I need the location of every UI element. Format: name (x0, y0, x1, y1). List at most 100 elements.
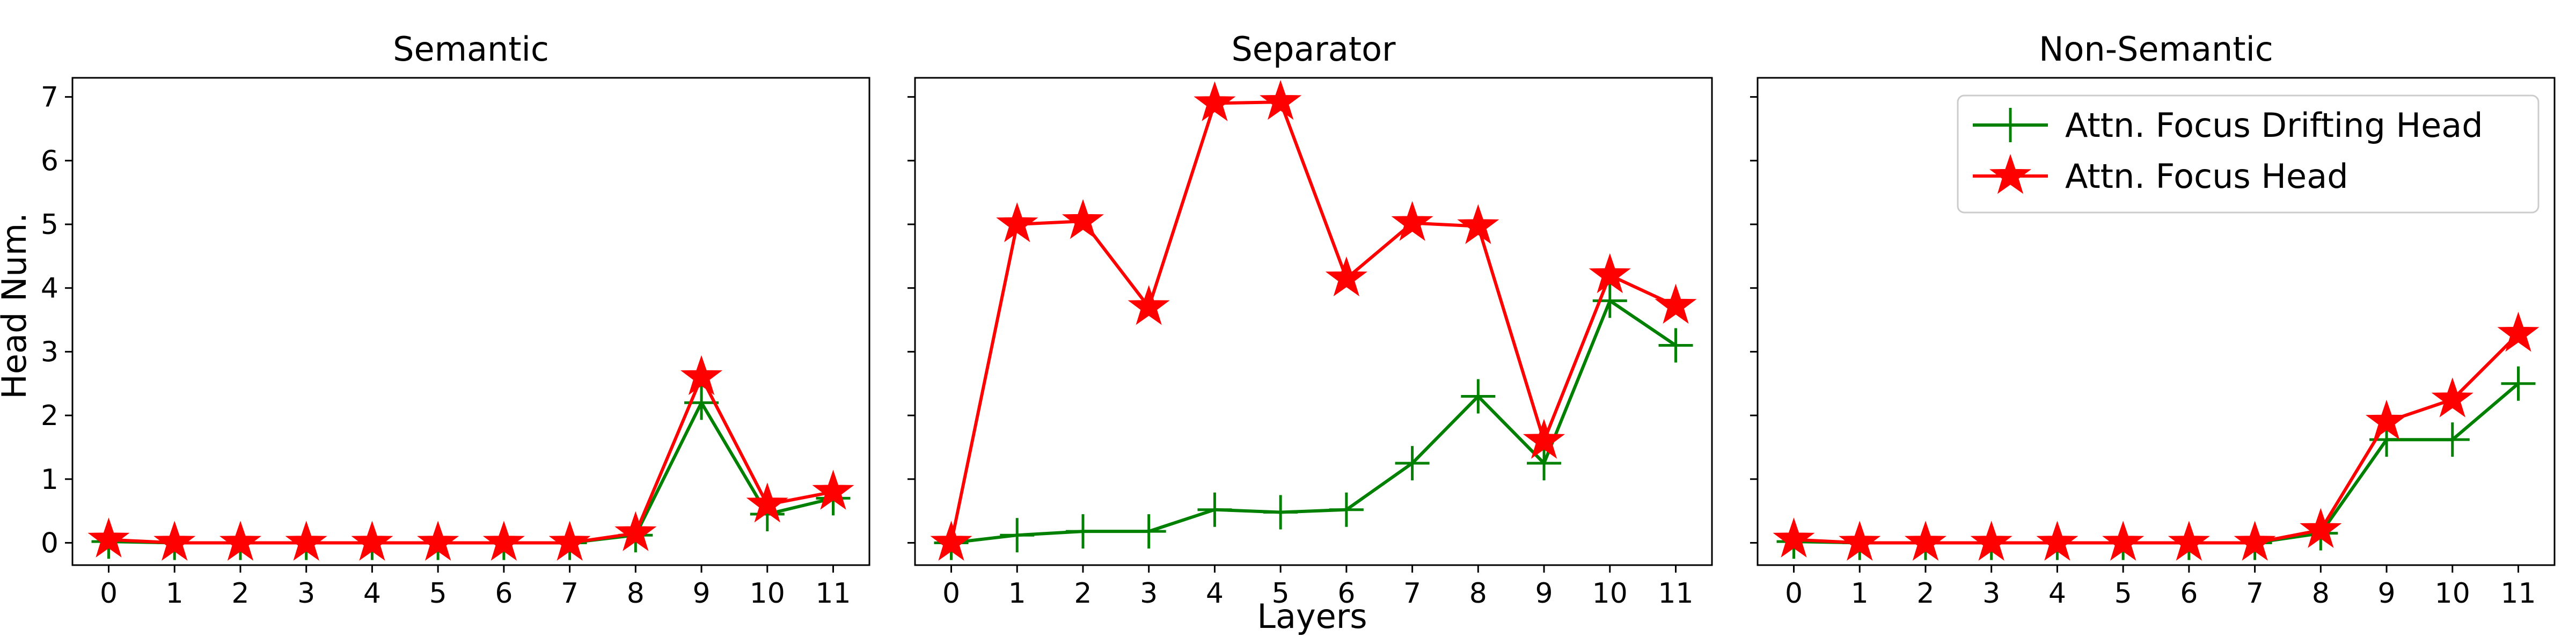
x-tick-label: 11 (1658, 577, 1693, 610)
data-point-star (2497, 311, 2540, 352)
legend-entry-label: Attn. Focus Head (2065, 157, 2348, 196)
x-tick-label: 6 (495, 577, 513, 610)
x-tick-label: 11 (815, 577, 851, 610)
data-point-star (1655, 283, 1697, 324)
data-point-star (351, 521, 393, 561)
data-point-star (1128, 285, 1170, 325)
x-tick-label: 1 (166, 577, 184, 610)
x-tick-label: 3 (1982, 577, 2000, 610)
y-tick-label: 6 (41, 145, 58, 177)
x-tick-label: 0 (1785, 577, 1803, 610)
data-point-star (2431, 377, 2473, 418)
x-tick-label: 3 (297, 577, 315, 610)
y-tick-label: 3 (41, 336, 58, 368)
data-point-star (219, 521, 262, 561)
data-point-plus (1065, 514, 1100, 549)
series-line (949, 100, 1677, 544)
data-point-plus (1131, 514, 1166, 549)
x-tick-label: 8 (1469, 577, 1487, 610)
data-point-star (1839, 521, 1881, 561)
legend-entry-label: Attn. Focus Drifting Head (2065, 106, 2483, 145)
data-point-star (1970, 521, 2012, 561)
data-point-plus (1329, 492, 1364, 527)
x-axis-label: Layers (1257, 597, 1367, 636)
x-tick-label: 8 (627, 577, 645, 610)
data-point-star (2234, 521, 2276, 561)
plot-frame (1757, 77, 2556, 566)
legend-marker-plus (1993, 108, 2028, 142)
x-tick-label: 8 (2312, 577, 2330, 610)
data-point-star (746, 482, 788, 523)
x-tick-label: 4 (1206, 577, 1224, 610)
plot-frame (914, 77, 1713, 566)
data-point-star (285, 521, 327, 561)
x-tick-label: 4 (2048, 577, 2066, 610)
series-line (1794, 382, 2520, 545)
panel-title: Non-Semantic (2039, 30, 2273, 69)
data-point-star (614, 511, 657, 551)
y-tick-label: 0 (41, 527, 58, 559)
data-point-plus (1461, 379, 1496, 414)
data-point-star (1589, 253, 1631, 294)
data-point-star (2102, 521, 2145, 561)
data-point-star (680, 355, 723, 396)
y-axis-label: Head Num. (0, 213, 34, 399)
x-tick-label: 1 (1008, 577, 1026, 610)
x-tick-label: 9 (2377, 577, 2395, 610)
data-point-star (482, 521, 525, 561)
data-point-star (2036, 521, 2079, 561)
x-tick-label: 7 (2246, 577, 2264, 610)
y-tick-label: 7 (41, 82, 58, 114)
data-point-star (2365, 399, 2408, 440)
legend-box (1957, 94, 2540, 214)
data-point-star (417, 521, 459, 561)
data-point-star (1773, 517, 1815, 558)
data-point-plus (2435, 422, 2470, 457)
x-tick-label: 7 (1403, 577, 1421, 610)
data-point-plus (1527, 446, 1562, 481)
data-point-star (2168, 521, 2210, 561)
y-tick-label: 2 (41, 400, 58, 432)
x-tick-label: 6 (1337, 577, 1355, 610)
x-tick-label: 0 (100, 577, 118, 610)
panel-2: Separator 0 1 2 3 4 5 6 7 8 9 10 11 (908, 30, 1713, 610)
data-point-plus (1395, 446, 1430, 481)
data-point-star (153, 521, 196, 561)
x-tick-label: 3 (1140, 577, 1158, 610)
x-tick-label: 6 (2180, 577, 2198, 610)
y-tick-label: 4 (41, 273, 58, 305)
y-tick-label: 1 (41, 464, 58, 496)
data-point-plus (2501, 366, 2536, 401)
x-tick-label: 2 (1916, 577, 1934, 610)
data-point-star (996, 202, 1038, 243)
x-tick-label: 2 (1074, 577, 1092, 610)
x-tick-label: 1 (1851, 577, 1869, 610)
x-tick-label: 11 (2500, 577, 2536, 610)
data-point-star (548, 521, 591, 561)
data-point-star (1904, 521, 1947, 561)
data-point-star (812, 470, 854, 510)
panel-1: Semantic 0 1 2 3 4 5 6 7 0 1 2 3 4 5 6 7 8 9 10 11 (41, 30, 870, 610)
x-tick-label: 9 (692, 577, 710, 610)
panel-3: Non-Semantic 0 1 2 3 4 5 6 7 8 9 10 11 Attn. Focus Dr… (1750, 30, 2556, 610)
x-tick-label: 2 (231, 577, 249, 610)
x-tick-label: 4 (363, 577, 381, 610)
x-tick-label: 10 (2435, 577, 2470, 610)
data-point-star (930, 521, 972, 561)
x-tick-label: 9 (1535, 577, 1553, 610)
panel-title: Separator (1231, 30, 1396, 69)
data-point-plus (1592, 283, 1627, 318)
x-tick-label: 0 (942, 577, 960, 610)
data-point-star (2300, 508, 2342, 548)
data-point-plus (1000, 518, 1035, 553)
data-point-star (1457, 204, 1499, 244)
legend: Attn. Focus Drifting Head Attn. Focus Hea… (1957, 94, 2540, 214)
series-line (108, 375, 834, 545)
data-point-star (1523, 419, 1565, 459)
y-tick-label: 5 (41, 209, 58, 241)
data-point-star (87, 517, 130, 558)
x-tick-label: 5 (1272, 577, 1290, 610)
x-tick-label: 10 (1592, 577, 1628, 610)
x-tick-label: 7 (561, 577, 579, 610)
